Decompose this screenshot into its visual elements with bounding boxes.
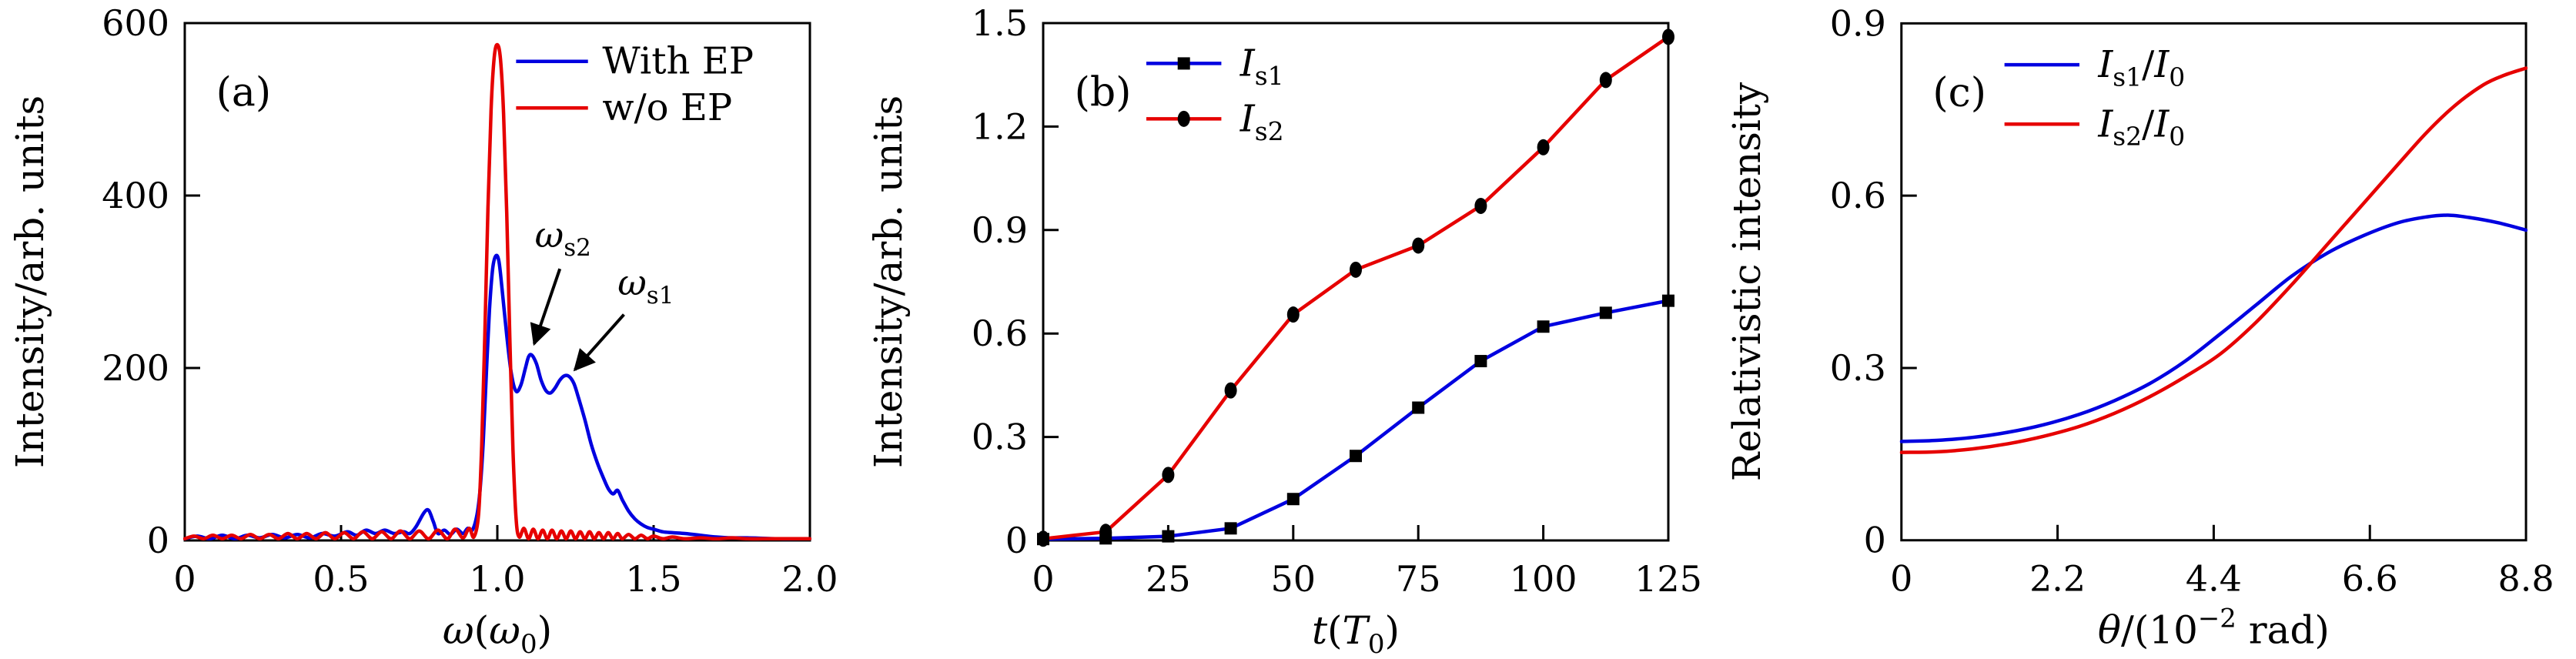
series-wo-ep-line bbox=[183, 42, 811, 541]
annotation-arrow bbox=[530, 268, 562, 346]
x-axis-tick-label: 2.0 bbox=[781, 558, 838, 600]
x-axis-tick-label: 0 bbox=[173, 558, 196, 600]
marker-square bbox=[1350, 450, 1362, 463]
y-axis-tick-label: 0.3 bbox=[972, 416, 1028, 458]
y-axis-tick-label: 400 bbox=[102, 175, 169, 216]
panel-a-chart: 0 0.5 1.0 1.5 2.0 0 200 400 600 ω(ω0) Intensity/ar… bbox=[8, 2, 838, 659]
annotation-text: ωs2 bbox=[535, 214, 591, 262]
panel-b-chart: 0 25 50 75 100 125 0 0.3 0.6 0.9 1.2 1.5 t(T0) Intens… bbox=[866, 2, 1702, 659]
marker-square bbox=[1177, 57, 1190, 70]
marker-square bbox=[1599, 306, 1612, 319]
x-axis-tick-label: 1.5 bbox=[625, 558, 681, 600]
marker-circle bbox=[1286, 306, 1300, 323]
series-is1-i0-line bbox=[1899, 213, 2528, 443]
marker-circle bbox=[1599, 72, 1612, 89]
y-axis-tick-label: 0.6 bbox=[972, 313, 1028, 354]
x-axis-label: θ/(10−2 rad) bbox=[2098, 604, 2330, 653]
y-axis-tick-label: 0.9 bbox=[1830, 2, 1886, 44]
x-axis-tick-label: 4.4 bbox=[2186, 558, 2242, 600]
marker-circle bbox=[1350, 261, 1362, 278]
x-axis-tick-label: 0.5 bbox=[313, 558, 369, 600]
legend-label: With EP bbox=[602, 40, 754, 83]
legend-label: Is1 bbox=[1239, 42, 1284, 91]
marker-circle bbox=[1662, 28, 1674, 45]
series-is2-i0-line bbox=[1899, 66, 2528, 454]
legend-label: w/o EP bbox=[602, 86, 732, 129]
y-axis-label: Intensity/arb. units bbox=[866, 95, 911, 468]
marker-square bbox=[1162, 530, 1175, 543]
series-with-ep-line bbox=[183, 253, 811, 541]
legend-label: Is2 bbox=[1239, 97, 1284, 146]
marker-circle bbox=[1037, 530, 1049, 547]
marker-square bbox=[1474, 355, 1487, 368]
marker-square bbox=[1412, 401, 1425, 414]
panel-label: (a) bbox=[216, 70, 272, 116]
legend-label: Is2/I0 bbox=[2097, 102, 2185, 151]
x-axis-tick-label: 0 bbox=[1890, 558, 1912, 600]
marker-square bbox=[1224, 522, 1237, 535]
panel-label: (b) bbox=[1075, 70, 1132, 116]
x-axis-tick-label: 8.8 bbox=[2498, 558, 2554, 600]
panel-c: 0 2.2 4.4 6.6 8.8 0 0.3 0.6 0.9 θ/(10−2 rad) Relat… bbox=[1717, 0, 2575, 659]
x-axis-tick-label: 25 bbox=[1146, 558, 1191, 600]
y-axis-label: Relativistic intensity bbox=[1725, 82, 1769, 481]
y-axis-tick-label: 0 bbox=[1864, 520, 1886, 561]
y-axis-tick-label: 0 bbox=[147, 520, 169, 561]
panel-label: (c) bbox=[1932, 70, 1986, 116]
series-is2-line bbox=[1042, 35, 1670, 541]
marker-circle bbox=[1537, 139, 1550, 156]
x-axis-tick-label: 2.2 bbox=[2029, 558, 2086, 600]
y-axis-tick-label: 1.5 bbox=[972, 2, 1028, 44]
y-axis-tick-label: 1.2 bbox=[972, 105, 1028, 147]
panel-a: 0 0.5 1.0 1.5 2.0 0 200 400 600 ω(ω0) Intensity/ar… bbox=[0, 0, 858, 659]
marker-circle bbox=[1177, 110, 1190, 127]
marker-circle bbox=[1412, 237, 1425, 254]
plot-frame bbox=[1900, 22, 2527, 542]
x-axis-tick-label: 1.0 bbox=[469, 558, 525, 600]
y-axis-tick-label: 600 bbox=[102, 2, 169, 44]
marker-square bbox=[1662, 294, 1674, 307]
marker-circle bbox=[1474, 197, 1487, 214]
marker-circle bbox=[1162, 467, 1175, 483]
marker-square bbox=[1537, 320, 1550, 333]
marker-square bbox=[1286, 493, 1300, 506]
x-axis-tick-label: 125 bbox=[1634, 558, 1702, 600]
legend-label: Is1/I0 bbox=[2097, 43, 2185, 92]
annotation-arrow bbox=[573, 313, 625, 372]
y-axis-label: Intensity/arb. units bbox=[8, 95, 52, 468]
y-axis-tick-label: 0 bbox=[1005, 520, 1028, 561]
x-axis-tick-label: 75 bbox=[1396, 558, 1441, 600]
marker-circle bbox=[1224, 382, 1237, 399]
y-axis-tick-label: 0.6 bbox=[1830, 175, 1886, 216]
marker-circle bbox=[1099, 524, 1112, 540]
x-axis-tick-label: 0 bbox=[1032, 558, 1054, 600]
annotation-text: ωs1 bbox=[617, 262, 674, 309]
y-axis-tick-label: 200 bbox=[102, 347, 169, 389]
x-axis-label: ω(ω0) bbox=[443, 608, 552, 659]
y-axis-tick-label: 0.3 bbox=[1830, 347, 1886, 389]
panel-b: 0 25 50 75 100 125 0 0.3 0.6 0.9 1.2 1.5 t(T0) Intens… bbox=[858, 0, 1717, 659]
plot-frame bbox=[1042, 22, 1670, 542]
x-axis-label: t(T0) bbox=[1312, 608, 1400, 659]
x-axis-tick-label: 100 bbox=[1510, 558, 1577, 600]
y-axis-tick-label: 0.9 bbox=[972, 209, 1028, 251]
panel-c-chart: 0 2.2 4.4 6.6 8.8 0 0.3 0.6 0.9 θ/(10−2 rad) Relat… bbox=[1725, 2, 2554, 653]
x-axis-tick-label: 6.6 bbox=[2342, 558, 2398, 600]
x-axis-tick-label: 50 bbox=[1271, 558, 1316, 600]
